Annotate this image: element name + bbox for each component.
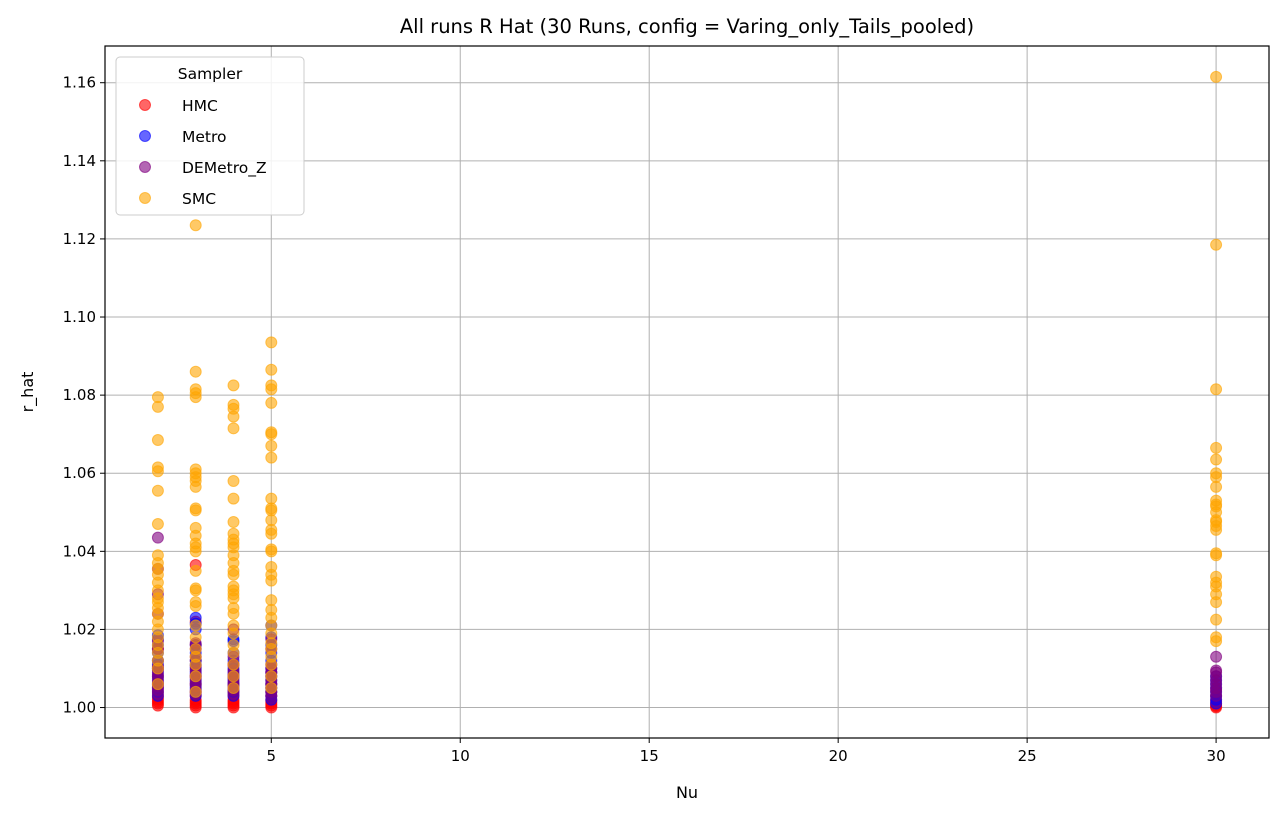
y-tick-label: 1.14 bbox=[63, 152, 96, 170]
legend-label-demetro-z: DEMetro_Z bbox=[182, 159, 267, 178]
axis-ticks: 5 10 15 20 25 30 1.00 1.02 1.04 1.06 1.08 1.10 1.12 1… bbox=[63, 74, 1226, 765]
data-points bbox=[151, 70, 1223, 714]
data-point-smc bbox=[265, 560, 278, 573]
data-point-smc bbox=[189, 685, 202, 698]
x-tick-label: 30 bbox=[1207, 747, 1226, 765]
legend-label-hmc: HMC bbox=[182, 97, 218, 115]
data-point-smc bbox=[189, 383, 202, 396]
data-point-smc bbox=[189, 619, 202, 632]
legend-title: Sampler bbox=[178, 65, 243, 83]
data-point-smc bbox=[189, 631, 202, 644]
legend-entries: HMC Metro DEMetro_Z SMC bbox=[139, 97, 267, 208]
data-point-smc bbox=[265, 451, 278, 464]
x-tick-label: 25 bbox=[1018, 747, 1037, 765]
data-point-smc bbox=[1210, 570, 1223, 583]
data-point-smc bbox=[227, 516, 240, 529]
data-point-smc bbox=[1210, 467, 1223, 480]
data-point-smc bbox=[227, 639, 240, 652]
legend-marker-hmc bbox=[139, 99, 151, 111]
data-point-smc bbox=[1210, 441, 1223, 454]
data-point-smc bbox=[227, 492, 240, 505]
data-point-smc bbox=[265, 594, 278, 607]
data-point-smc bbox=[189, 642, 202, 655]
data-point-smc bbox=[1210, 547, 1223, 560]
plot-area-frame bbox=[104, 45, 1270, 739]
y-tick-label: 1.06 bbox=[63, 464, 96, 482]
x-axis-label: Nu bbox=[676, 783, 698, 802]
data-point-smc bbox=[1210, 453, 1223, 466]
grid-lines bbox=[105, 46, 1269, 738]
legend-marker-smc bbox=[139, 192, 151, 204]
legend-marker-demetro-z bbox=[139, 161, 151, 173]
data-point-smc bbox=[227, 422, 240, 435]
data-point-smc bbox=[265, 426, 278, 439]
legend-box bbox=[115, 56, 305, 216]
data-point-smc bbox=[151, 517, 164, 530]
x-tick-label: 15 bbox=[640, 747, 659, 765]
y-tick-label: 1.08 bbox=[63, 386, 96, 404]
data-point-smc bbox=[1210, 383, 1223, 396]
x-tick-label: 20 bbox=[829, 747, 848, 765]
data-point-smc bbox=[151, 549, 164, 562]
data-point-demetro-z bbox=[1210, 650, 1223, 663]
data-point-smc bbox=[265, 670, 278, 683]
x-tick-label: 5 bbox=[267, 747, 277, 765]
data-point-smc bbox=[265, 336, 278, 349]
data-point-smc bbox=[227, 682, 240, 695]
data-point-smc bbox=[265, 379, 278, 392]
y-tick-label: 1.10 bbox=[63, 308, 96, 326]
data-point-smc bbox=[265, 439, 278, 452]
data-point-smc bbox=[189, 670, 202, 683]
data-point-smc bbox=[189, 564, 202, 577]
data-point-smc bbox=[265, 363, 278, 376]
data-point-smc bbox=[265, 396, 278, 409]
data-point-smc bbox=[265, 492, 278, 505]
data-point-smc bbox=[1210, 631, 1223, 644]
data-point-smc bbox=[189, 365, 202, 378]
data-point-smc bbox=[227, 580, 240, 593]
data-point-smc bbox=[189, 219, 202, 232]
data-point-smc bbox=[265, 682, 278, 695]
chart-title: All runs R Hat (30 Runs, config = Varing… bbox=[400, 15, 974, 38]
data-point-smc bbox=[189, 463, 202, 476]
data-point-smc bbox=[1210, 70, 1223, 83]
y-axis-label: r_hat bbox=[18, 372, 38, 413]
data-point-smc bbox=[151, 461, 164, 474]
data-point-smc bbox=[227, 527, 240, 540]
data-point-smc bbox=[189, 596, 202, 609]
data-point-smc bbox=[151, 484, 164, 497]
y-tick-label: 1.16 bbox=[63, 74, 96, 92]
data-point-smc bbox=[189, 582, 202, 595]
y-tick-label: 1.02 bbox=[63, 620, 96, 638]
data-point-smc bbox=[151, 678, 164, 691]
data-point-smc bbox=[151, 391, 164, 404]
data-point-smc bbox=[227, 379, 240, 392]
y-tick-label: 1.00 bbox=[63, 699, 96, 717]
data-point-smc bbox=[1210, 494, 1223, 507]
data-point-demetro-z bbox=[151, 531, 164, 544]
y-tick-label: 1.04 bbox=[63, 542, 96, 560]
legend-marker-metro bbox=[139, 130, 151, 142]
y-tick-label: 1.12 bbox=[63, 230, 96, 248]
data-point-smc bbox=[1210, 238, 1223, 251]
data-point-smc bbox=[265, 543, 278, 556]
data-point-smc bbox=[151, 434, 164, 447]
data-point-smc bbox=[227, 658, 240, 671]
data-point-smc bbox=[189, 502, 202, 515]
legend: Sampler HMC Metro DEMetro_Z SMC bbox=[115, 56, 305, 216]
data-point-demetro-z bbox=[1210, 664, 1223, 677]
data-point-smc bbox=[227, 475, 240, 488]
data-point-smc bbox=[189, 521, 202, 534]
data-point-smc bbox=[1210, 613, 1223, 626]
data-point-smc bbox=[227, 619, 240, 632]
legend-label-smc: SMC bbox=[182, 190, 216, 208]
data-point-smc bbox=[227, 398, 240, 411]
x-tick-label: 10 bbox=[451, 747, 470, 765]
legend-label-metro: Metro bbox=[182, 128, 227, 146]
data-point-smc bbox=[227, 670, 240, 683]
